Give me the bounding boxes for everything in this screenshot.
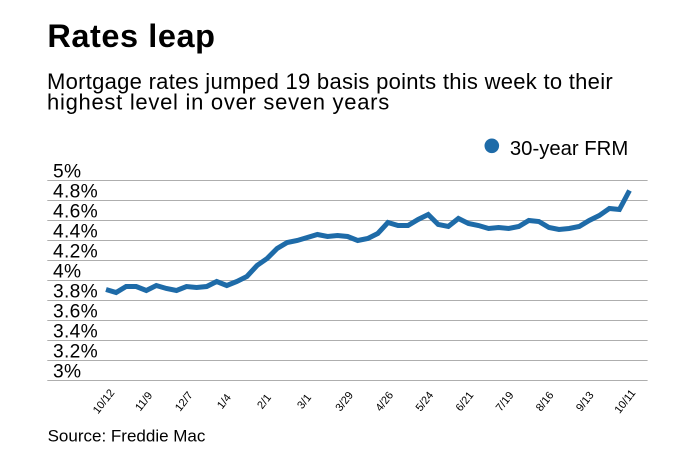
svg-text:Source: Freddie Mac: Source: Freddie Mac: [48, 426, 206, 445]
svg-text:3.4%: 3.4%: [53, 322, 98, 343]
svg-text:4.6%: 4.6%: [53, 202, 98, 223]
svg-text:30-year FRM: 30-year FRM: [510, 138, 628, 160]
svg-text:4%: 4%: [53, 262, 81, 283]
svg-text:4.8%: 4.8%: [53, 182, 98, 203]
svg-text:3%: 3%: [53, 362, 81, 383]
svg-text:5%: 5%: [53, 162, 81, 183]
svg-text:3.6%: 3.6%: [53, 302, 98, 323]
svg-text:4.4%: 4.4%: [53, 222, 98, 243]
svg-text:4.2%: 4.2%: [53, 242, 98, 263]
svg-text:Mortgage rates jumped 19 basis: Mortgage rates jumped 19 basis points th…: [47, 69, 613, 94]
svg-text:highest level in over seven ye: highest level in over seven years: [47, 89, 390, 114]
svg-text:Rates leap: Rates leap: [47, 18, 215, 54]
svg-text:3.8%: 3.8%: [53, 282, 98, 303]
svg-text:3.2%: 3.2%: [53, 342, 98, 363]
